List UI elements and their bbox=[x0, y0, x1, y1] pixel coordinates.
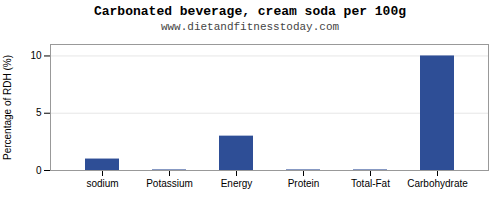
svg-text:0: 0 bbox=[36, 165, 42, 176]
svg-text:Protein: Protein bbox=[288, 178, 320, 189]
svg-text:10: 10 bbox=[30, 50, 42, 61]
svg-text:sodium: sodium bbox=[86, 178, 118, 189]
html-text:www.dietandfitnesstoday.com: www.dietandfitnesstoday.com bbox=[160, 21, 340, 33]
svg-text:Energy: Energy bbox=[221, 178, 253, 189]
html-text:Carbonated beverage, cream sod: Carbonated beverage, cream soda per 100g bbox=[94, 4, 406, 19]
svg-text:Total-Fat: Total-Fat bbox=[351, 178, 390, 189]
svg-text:Potassium: Potassium bbox=[146, 178, 193, 189]
svg-text:Carbohydrate: Carbohydrate bbox=[407, 178, 468, 189]
svg-text:Percentage of RDH (%): Percentage of RDH (%) bbox=[2, 55, 13, 160]
svg-text:5: 5 bbox=[36, 107, 42, 118]
